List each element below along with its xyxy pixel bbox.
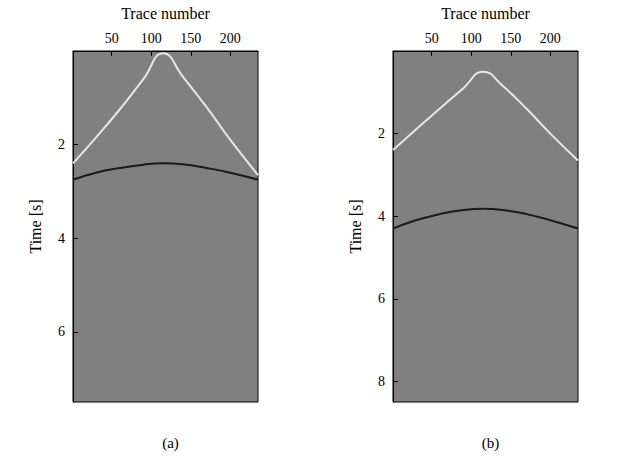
svg-text:150: 150	[180, 31, 201, 46]
svg-text:2: 2	[58, 137, 65, 152]
svg-text:(a): (a)	[162, 435, 179, 452]
svg-text:50: 50	[425, 31, 439, 46]
svg-text:6: 6	[378, 291, 385, 306]
svg-text:150: 150	[500, 31, 521, 46]
svg-text:200: 200	[220, 31, 241, 46]
svg-text:4: 4	[58, 231, 65, 246]
svg-text:Trace number: Trace number	[441, 5, 530, 22]
svg-text:100: 100	[461, 31, 482, 46]
svg-text:200: 200	[540, 31, 561, 46]
svg-text:2: 2	[378, 126, 385, 141]
svg-text:Trace number: Trace number	[121, 5, 210, 22]
svg-text:4: 4	[378, 209, 385, 224]
svg-text:50: 50	[105, 31, 119, 46]
svg-text:Time [s]: Time [s]	[347, 199, 364, 253]
svg-text:Time [s]: Time [s]	[27, 199, 44, 253]
svg-text:6: 6	[58, 324, 65, 339]
svg-text:8: 8	[378, 374, 385, 389]
svg-text:(b): (b)	[482, 435, 500, 452]
svg-text:100: 100	[141, 31, 162, 46]
